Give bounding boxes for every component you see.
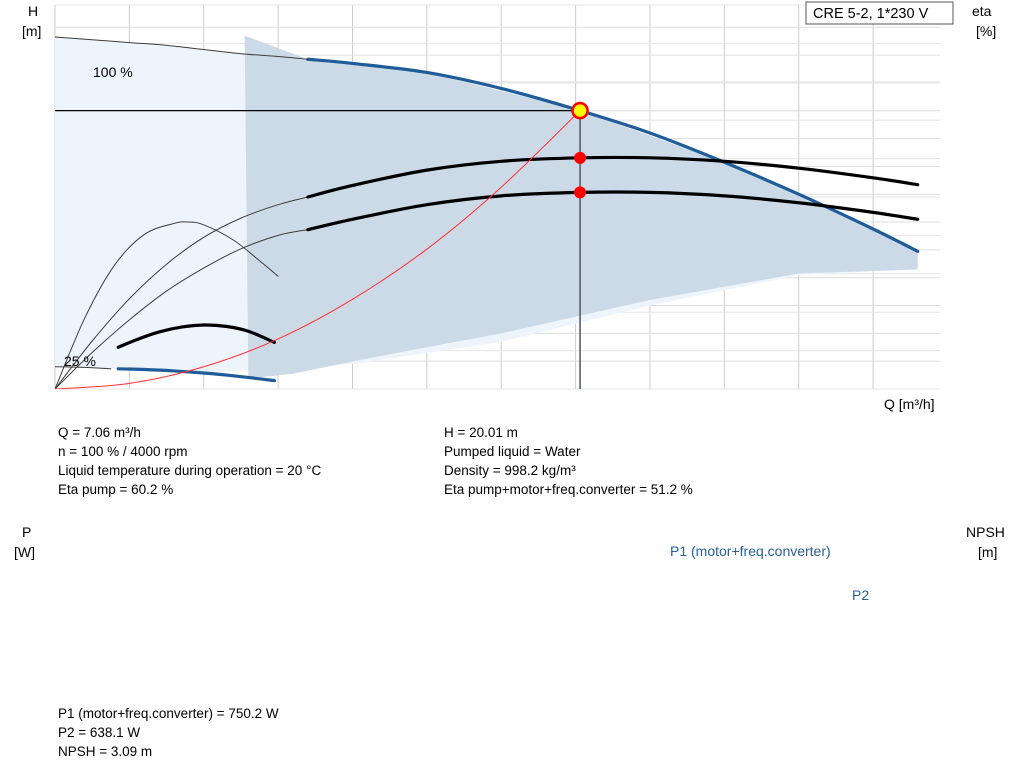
info-npsh: NPSH = 3.09 m bbox=[58, 744, 153, 759]
upper-y-axis-title: H bbox=[28, 3, 38, 19]
power-npsh-chart: P [W] NPSH [m] P1 (motor+freq.converter)… bbox=[0, 518, 1024, 698]
upper-y2-axis-unit: [%] bbox=[976, 23, 996, 39]
info-eta-pump: Eta pump = 60.2 % bbox=[58, 482, 174, 497]
lower-y-axis-title: P bbox=[22, 524, 31, 540]
speed-label-25: 25 % bbox=[64, 353, 96, 369]
upper-info-right: H = 20.01 m Pumped liquid = Water Densit… bbox=[444, 423, 693, 499]
info-liquid-temperature: Liquid temperature during operation = 20… bbox=[58, 463, 322, 478]
upper-x-axis-title: Q [m³/h] bbox=[884, 396, 935, 412]
info-eta-total: Eta pump+motor+freq.converter = 51.2 % bbox=[444, 482, 693, 497]
upper-info-left: Q = 7.06 m³/h n = 100 % / 4000 rpm Liqui… bbox=[58, 423, 321, 499]
title-box: CRE 5-2, 1*230 V bbox=[805, 1, 954, 25]
head-efficiency-chart: H [m] eta [%] Q [m³/h] 100 % 25 % CRE 5-… bbox=[22, 1, 997, 412]
speed-label-100: 100 % bbox=[93, 64, 133, 80]
upper-y-axis-unit: [m] bbox=[22, 23, 41, 39]
info-q: Q = 7.06 m³/h bbox=[58, 425, 141, 440]
upper-curves bbox=[55, 36, 920, 389]
series-label-p2: P2 bbox=[852, 587, 869, 603]
info-pumped-liquid: Pumped liquid = Water bbox=[444, 444, 581, 459]
upper-operating-bands bbox=[55, 35, 918, 379]
info-p1: P1 (motor+freq.converter) = 750.2 W bbox=[58, 706, 279, 721]
info-density: Density = 998.2 kg/m³ bbox=[444, 463, 576, 478]
upper-y2-axis-title: eta bbox=[972, 3, 992, 19]
info-h: H = 20.01 m bbox=[444, 425, 518, 440]
lower-y2-axis-unit: [m] bbox=[978, 544, 997, 560]
lower-y2-axis-title: NPSH bbox=[966, 524, 1005, 540]
lower-y-axis-unit: [W] bbox=[14, 544, 35, 560]
info-n: n = 100 % / 4000 rpm bbox=[58, 444, 188, 459]
title-box-label: CRE 5-2, 1*230 V bbox=[813, 6, 929, 22]
info-p2: P2 = 638.1 W bbox=[58, 725, 141, 740]
series-label-p1: P1 (motor+freq.converter) bbox=[670, 543, 831, 559]
upper-duty-markers bbox=[55, 101, 589, 389]
lower-info: P1 (motor+freq.converter) = 750.2 W P2 =… bbox=[58, 704, 279, 761]
